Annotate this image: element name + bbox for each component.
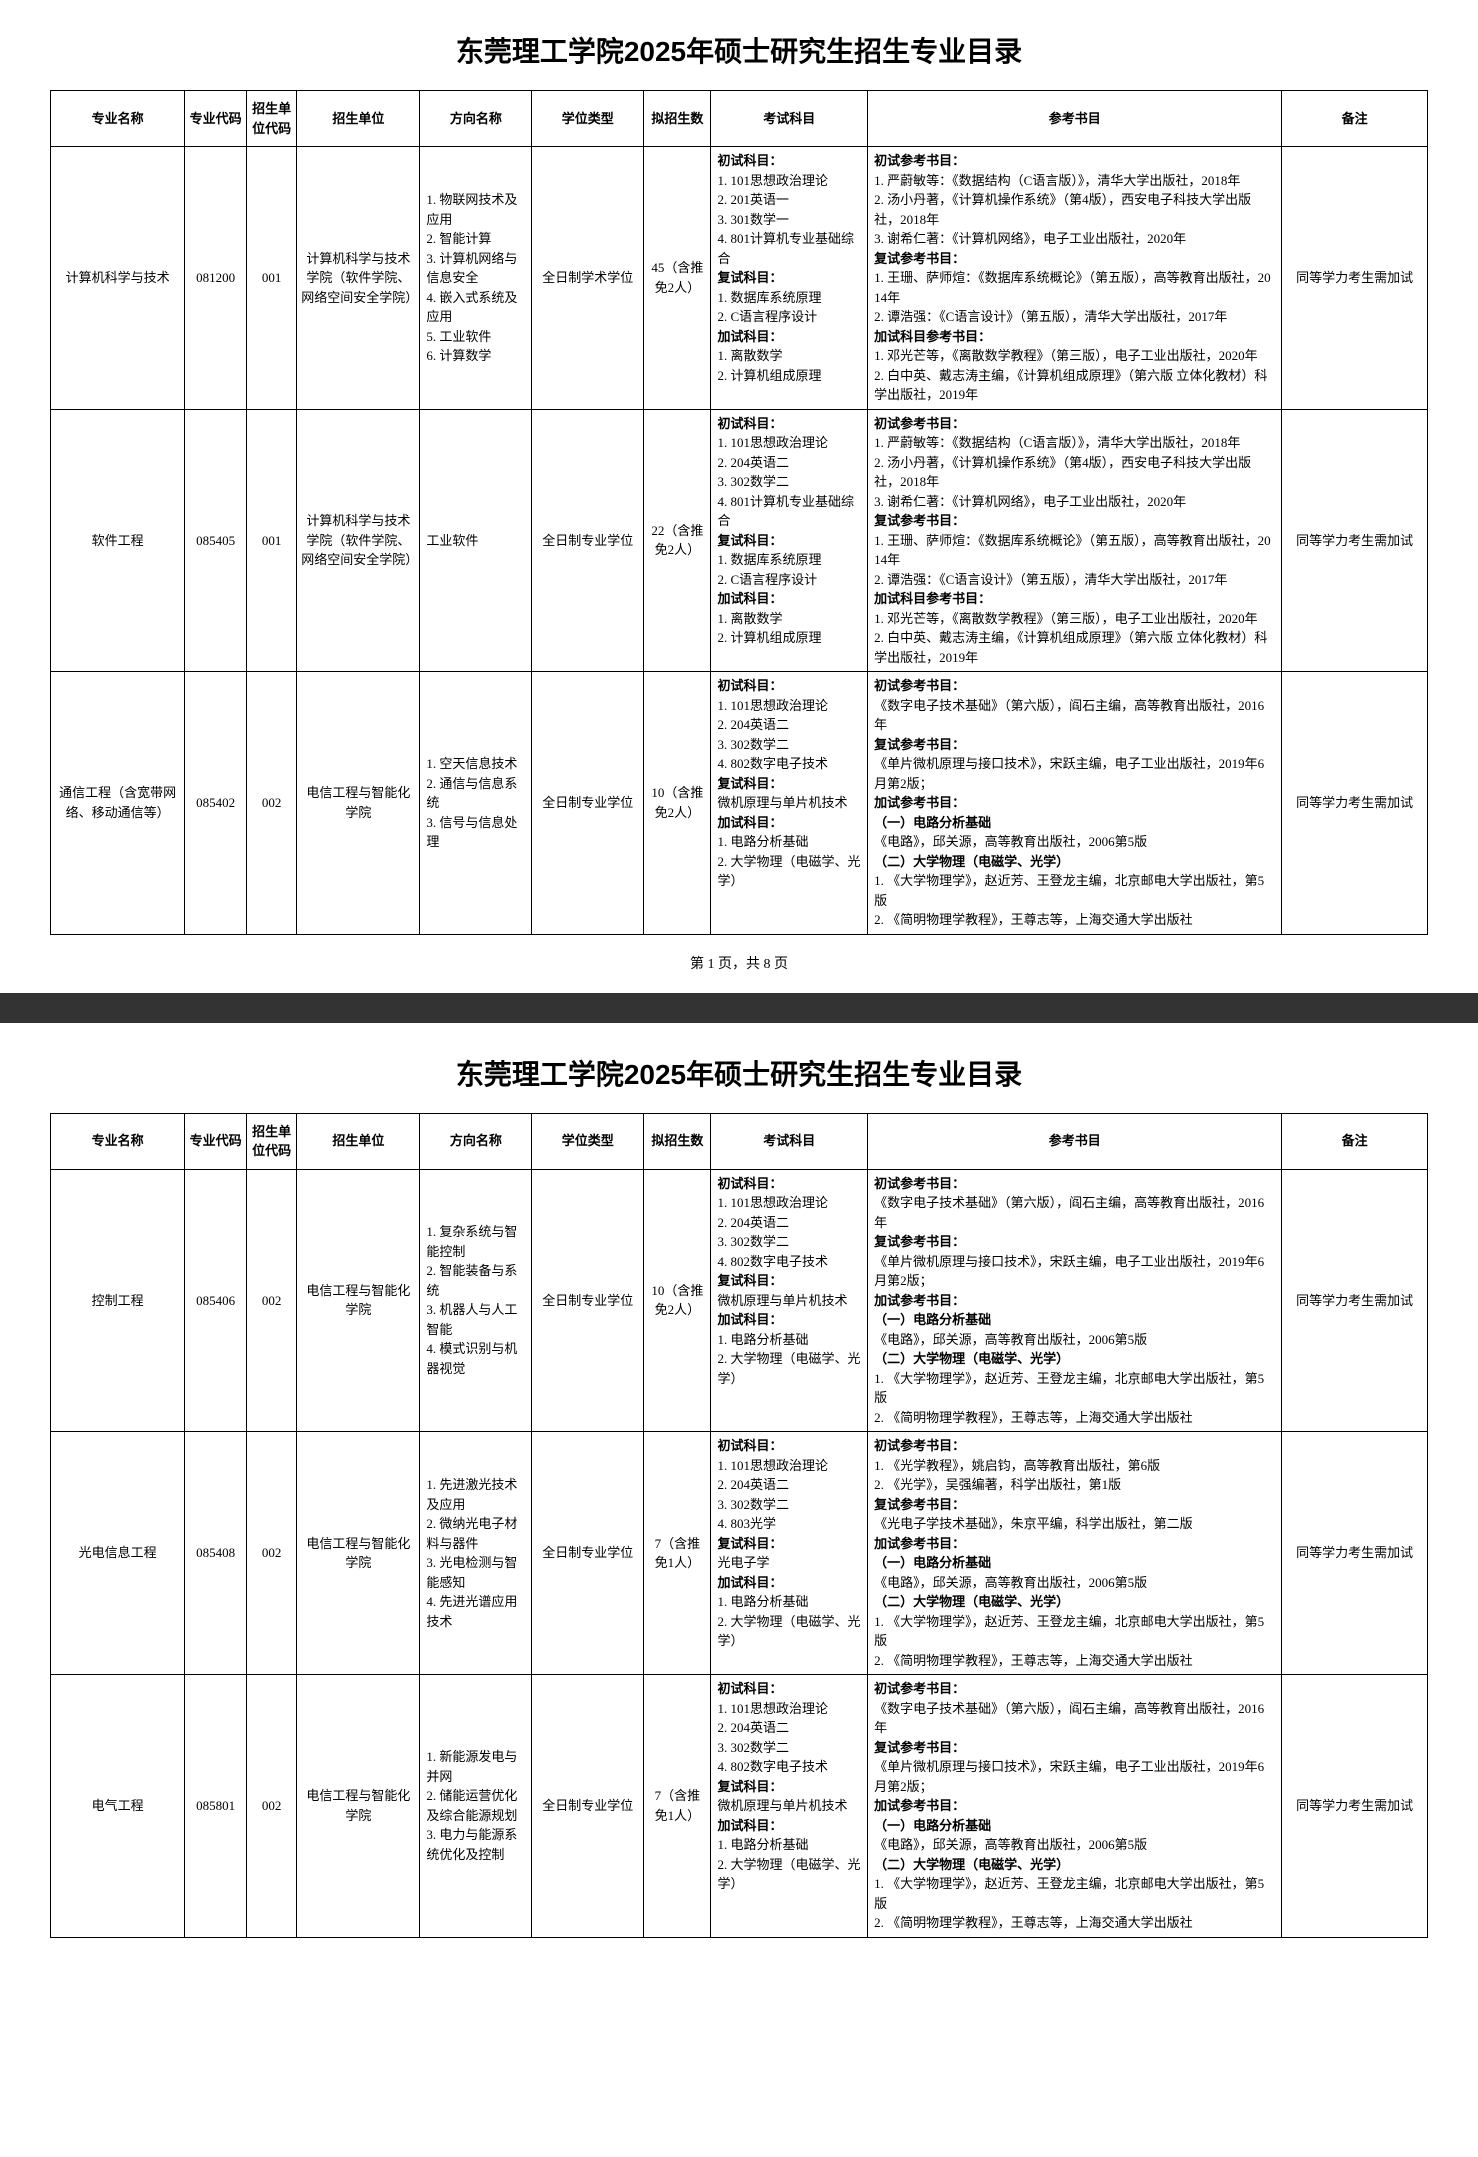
cell-code: 081200 [185,147,247,410]
table-row: 控制工程085406002电信工程与智能化学院1. 复杂系统与智能控制2. 智能… [51,1169,1428,1432]
table-row: 光电信息工程085408002电信工程与智能化学院1. 先进激光技术及应用2. … [51,1432,1428,1675]
cell-direction: 1. 先进激光技术及应用2. 微纳光电子材料与器件3. 光电检测与智能感知4. … [420,1432,532,1675]
page-1: 东莞理工学院2025年硕士研究生招生专业目录 专业名称 专业代码 招生单位代码 … [0,0,1478,993]
cell-major: 通信工程（含宽带网络、移动通信等） [51,672,185,935]
cell-plan: 10（含推免2人） [644,1169,711,1432]
cell-reference: 初试参考书目：《数字电子技术基础》（第六版），阎石主编，高等教育出版社，2016… [868,672,1282,935]
th-note: 备注 [1282,1113,1428,1169]
cell-code: 085408 [185,1432,247,1675]
cell-plan: 7（含推免1人） [644,1432,711,1675]
cell-direction: 1. 复杂系统与智能控制2. 智能装备与系统3. 机器人与人工智能4. 模式识别… [420,1169,532,1432]
table-row: 计算机科学与技术081200001计算机科学与技术学院（软件学院、网络空间安全学… [51,147,1428,410]
page-divider [0,993,1478,1023]
cell-degree: 全日制学术学位 [532,147,644,410]
cell-note: 同等学力考生需加试 [1282,1169,1428,1432]
th-reference: 参考书目 [868,1113,1282,1169]
cell-major: 电气工程 [51,1675,185,1938]
th-direction: 方向名称 [420,1113,532,1169]
th-note: 备注 [1282,91,1428,147]
th-plan: 拟招生数 [644,91,711,147]
table-row: 电气工程085801002电信工程与智能化学院1. 新能源发电与并网2. 储能运… [51,1675,1428,1938]
cell-plan: 22（含推免2人） [644,409,711,672]
cell-reference: 初试参考书目：《数字电子技术基础》（第六版），阎石主编，高等教育出版社，2016… [868,1169,1282,1432]
cell-direction: 1. 空天信息技术2. 通信与信息系统3. 信号与信息处理 [420,672,532,935]
cell-degree: 全日制专业学位 [532,1675,644,1938]
cell-degree: 全日制专业学位 [532,409,644,672]
cell-dept: 计算机科学与技术学院（软件学院、网络空间安全学院） [297,409,420,672]
cell-note: 同等学力考生需加试 [1282,1432,1428,1675]
cell-direction: 工业软件 [420,409,532,672]
cell-exam: 初试科目：1. 101思想政治理论2. 204英语二3. 302数学二4. 80… [711,672,868,935]
cell-exam: 初试科目：1. 101思想政治理论2. 204英语二3. 302数学二4. 80… [711,1432,868,1675]
cell-plan: 10（含推免2人） [644,672,711,935]
cell-degree: 全日制专业学位 [532,1432,644,1675]
cell-code: 085801 [185,1675,247,1938]
pager: 第 1 页，共 8 页 [50,953,1428,973]
cell-reference: 初试参考书目：1. 严蔚敏等：《数据结构（C语言版）》，清华大学出版社，2018… [868,409,1282,672]
th-exam: 考试科目 [711,91,868,147]
th-degree: 学位类型 [532,91,644,147]
cell-reference: 初试参考书目：1. 严蔚敏等：《数据结构（C语言版）》，清华大学出版社，2018… [868,147,1282,410]
cell-exam: 初试科目：1. 101思想政治理论2. 201英语一3. 301数学一4. 80… [711,147,868,410]
th-dept: 招生单位 [297,1113,420,1169]
cell-unit: 002 [246,1169,296,1432]
cell-major: 控制工程 [51,1169,185,1432]
page-title: 东莞理工学院2025年硕士研究生招生专业目录 [50,30,1428,70]
cell-dept: 电信工程与智能化学院 [297,1432,420,1675]
cell-unit: 001 [246,147,296,410]
cell-note: 同等学力考生需加试 [1282,409,1428,672]
page-2: 东莞理工学院2025年硕士研究生招生专业目录 专业名称 专业代码 招生单位代码 … [0,1023,1478,1958]
cell-reference: 初试参考书目：《数字电子技术基础》（第六版），阎石主编，高等教育出版社，2016… [868,1675,1282,1938]
th-dept: 招生单位 [297,91,420,147]
cell-direction: 1. 物联网技术及应用2. 智能计算3. 计算机网络与信息安全4. 嵌入式系统及… [420,147,532,410]
th-plan: 拟招生数 [644,1113,711,1169]
th-direction: 方向名称 [420,91,532,147]
cell-plan: 45（含推免2人） [644,147,711,410]
cell-unit: 002 [246,1432,296,1675]
cell-exam: 初试科目：1. 101思想政治理论2. 204英语二3. 302数学二4. 80… [711,1169,868,1432]
th-code: 专业代码 [185,91,247,147]
cell-code: 085405 [185,409,247,672]
cell-unit: 002 [246,1675,296,1938]
cell-code: 085402 [185,672,247,935]
cell-dept: 电信工程与智能化学院 [297,1169,420,1432]
cell-code: 085406 [185,1169,247,1432]
th-major: 专业名称 [51,91,185,147]
cell-unit: 002 [246,672,296,935]
cell-exam: 初试科目：1. 101思想政治理论2. 204英语二3. 302数学二4. 80… [711,1675,868,1938]
table-header-row: 专业名称 专业代码 招生单位代码 招生单位 方向名称 学位类型 拟招生数 考试科… [51,1113,1428,1169]
page-title-2: 东莞理工学院2025年硕士研究生招生专业目录 [50,1053,1428,1093]
th-major: 专业名称 [51,1113,185,1169]
cell-exam: 初试科目：1. 101思想政治理论2. 204英语二3. 302数学二4. 80… [711,409,868,672]
cell-direction: 1. 新能源发电与并网2. 储能运营优化及综合能源规划3. 电力与能源系统优化及… [420,1675,532,1938]
cell-note: 同等学力考生需加试 [1282,147,1428,410]
cell-note: 同等学力考生需加试 [1282,1675,1428,1938]
th-reference: 参考书目 [868,91,1282,147]
th-unit: 招生单位代码 [246,91,296,147]
cell-plan: 7（含推免1人） [644,1675,711,1938]
cell-unit: 001 [246,409,296,672]
cell-reference: 初试参考书目：1. 《光学教程》，姚启钧，高等教育出版社，第6版2. 《光学》，… [868,1432,1282,1675]
catalog-table-2: 专业名称 专业代码 招生单位代码 招生单位 方向名称 学位类型 拟招生数 考试科… [50,1113,1428,1938]
table-header-row: 专业名称 专业代码 招生单位代码 招生单位 方向名称 学位类型 拟招生数 考试科… [51,91,1428,147]
table-row: 通信工程（含宽带网络、移动通信等）085402002电信工程与智能化学院1. 空… [51,672,1428,935]
cell-dept: 电信工程与智能化学院 [297,672,420,935]
cell-note: 同等学力考生需加试 [1282,672,1428,935]
cell-major: 光电信息工程 [51,1432,185,1675]
table-row: 软件工程085405001计算机科学与技术学院（软件学院、网络空间安全学院）工业… [51,409,1428,672]
cell-degree: 全日制专业学位 [532,672,644,935]
cell-dept: 电信工程与智能化学院 [297,1675,420,1938]
th-code: 专业代码 [185,1113,247,1169]
th-degree: 学位类型 [532,1113,644,1169]
cell-degree: 全日制专业学位 [532,1169,644,1432]
cell-dept: 计算机科学与技术学院（软件学院、网络空间安全学院） [297,147,420,410]
th-exam: 考试科目 [711,1113,868,1169]
th-unit: 招生单位代码 [246,1113,296,1169]
cell-major: 计算机科学与技术 [51,147,185,410]
cell-major: 软件工程 [51,409,185,672]
catalog-table-1: 专业名称 专业代码 招生单位代码 招生单位 方向名称 学位类型 拟招生数 考试科… [50,90,1428,935]
